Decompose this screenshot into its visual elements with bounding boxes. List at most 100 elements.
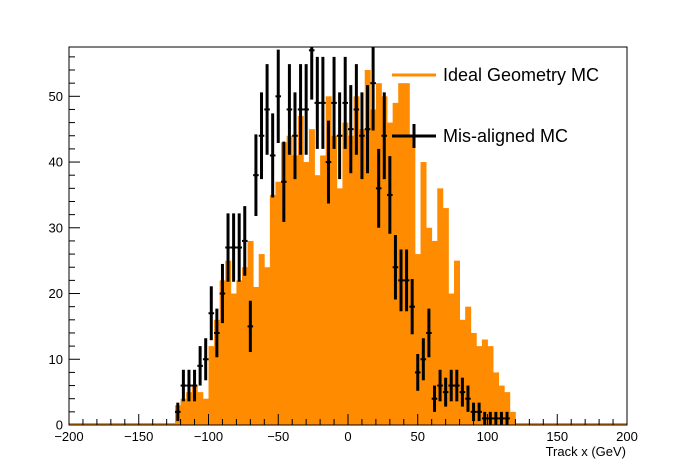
x-axis: −200 −150 −100 −50 0 50 100 150 200 bbox=[54, 414, 638, 444]
misaligned-point bbox=[320, 56, 326, 149]
ideal-bar bbox=[325, 96, 332, 425]
y-tick-label: 50 bbox=[49, 89, 63, 104]
misaligned-point bbox=[314, 56, 321, 149]
ideal-bar bbox=[481, 339, 488, 425]
ideal-bar bbox=[230, 293, 237, 425]
misaligned-point bbox=[180, 369, 187, 402]
ideal-bar bbox=[364, 70, 371, 425]
y-tick-label: 0 bbox=[56, 418, 63, 433]
misaligned-point bbox=[481, 411, 488, 425]
misaligned-point bbox=[269, 113, 276, 198]
misaligned-point bbox=[336, 92, 343, 180]
y-tick-label: 10 bbox=[49, 352, 63, 367]
misaligned-point bbox=[454, 369, 460, 402]
y-tick-label: 40 bbox=[49, 155, 63, 170]
ideal-bar bbox=[448, 293, 455, 425]
ideal-bar bbox=[465, 306, 472, 425]
misaligned-point bbox=[431, 385, 438, 412]
ideal-bar bbox=[387, 122, 394, 425]
misaligned-point bbox=[448, 369, 455, 402]
ideal-bar bbox=[180, 398, 187, 425]
ideal-bar bbox=[225, 260, 232, 425]
misaligned-point bbox=[359, 92, 365, 180]
ideal-bar bbox=[269, 194, 276, 425]
ideal-bar bbox=[504, 392, 511, 425]
ideal-bar bbox=[431, 240, 438, 425]
ideal-bar bbox=[202, 398, 209, 425]
misaligned-point bbox=[186, 369, 192, 402]
ideal-bar bbox=[303, 162, 310, 426]
misaligned-point bbox=[459, 377, 466, 407]
ideal-bar bbox=[442, 208, 449, 425]
ideal-bar bbox=[314, 175, 321, 425]
ideal-bar bbox=[437, 188, 444, 425]
misaligned-point bbox=[303, 64, 309, 155]
ideal-bar bbox=[470, 332, 477, 425]
x-tick-label: 50 bbox=[411, 429, 425, 444]
misaligned-point bbox=[247, 300, 254, 353]
ideal-bar bbox=[454, 260, 460, 425]
misaligned-point bbox=[219, 263, 226, 324]
ideal-bar bbox=[214, 319, 221, 425]
ideal-bar bbox=[375, 83, 382, 425]
x-tick-label: −100 bbox=[194, 429, 223, 444]
misaligned-point bbox=[348, 85, 354, 174]
ideal-bar bbox=[420, 162, 427, 426]
ideal-bar bbox=[348, 135, 354, 425]
ideal-bar bbox=[320, 155, 327, 426]
ideal-bar bbox=[509, 411, 516, 425]
misaligned-point bbox=[175, 402, 181, 422]
ideal-bar bbox=[264, 267, 271, 425]
misaligned-point bbox=[208, 286, 215, 341]
misaligned-point bbox=[381, 92, 388, 180]
misaligned-errorbar-series bbox=[175, 47, 510, 425]
y-tick-label: 20 bbox=[49, 286, 63, 301]
x-tick-label: −150 bbox=[124, 429, 153, 444]
ideal-bar bbox=[459, 319, 466, 425]
misaligned-point bbox=[504, 411, 510, 425]
misaligned-point bbox=[236, 213, 242, 282]
ideal-bar bbox=[487, 346, 494, 425]
misaligned-point bbox=[214, 308, 220, 358]
misaligned-point bbox=[202, 338, 209, 381]
x-tick-label: 150 bbox=[546, 429, 568, 444]
ideal-bar bbox=[331, 135, 338, 425]
ideal-bar bbox=[297, 116, 304, 425]
x-axis-title: Track x (GeV) bbox=[546, 444, 626, 459]
misaligned-point bbox=[264, 64, 270, 155]
misaligned-point bbox=[426, 308, 432, 358]
misaligned-point bbox=[387, 156, 393, 234]
x-tick-label: 200 bbox=[616, 429, 638, 444]
ideal-bar bbox=[258, 254, 265, 425]
ideal-bar bbox=[186, 392, 193, 425]
misaligned-point bbox=[420, 338, 427, 381]
misaligned-point bbox=[258, 92, 265, 180]
x-tick-label: −50 bbox=[267, 429, 289, 444]
x-tick-label: 100 bbox=[477, 429, 499, 444]
ideal-bar bbox=[208, 346, 215, 425]
misaligned-point bbox=[470, 402, 477, 422]
misaligned-point bbox=[253, 134, 259, 216]
misaligned-point bbox=[442, 377, 449, 407]
ideal-bar bbox=[336, 188, 343, 425]
misaligned-point bbox=[325, 120, 332, 204]
misaligned-point bbox=[398, 249, 404, 312]
ideal-bar bbox=[191, 385, 198, 425]
ideal-bar bbox=[253, 286, 260, 425]
ideal-bar bbox=[308, 129, 315, 425]
misaligned-point bbox=[230, 213, 237, 282]
x-tick-label: −200 bbox=[54, 429, 83, 444]
misaligned-point bbox=[409, 279, 415, 335]
legend-label: Mis-aligned MC bbox=[443, 126, 568, 146]
misaligned-point bbox=[275, 49, 282, 143]
misaligned-point bbox=[191, 369, 198, 402]
misaligned-point bbox=[403, 249, 410, 312]
misaligned-point bbox=[465, 385, 471, 412]
misaligned-point bbox=[437, 369, 443, 402]
misaligned-point bbox=[364, 85, 371, 174]
misaligned-point bbox=[476, 402, 482, 422]
misaligned-point bbox=[375, 148, 382, 228]
ideal-bar bbox=[241, 267, 248, 425]
misaligned-point bbox=[292, 92, 298, 180]
misaligned-point bbox=[297, 64, 304, 155]
